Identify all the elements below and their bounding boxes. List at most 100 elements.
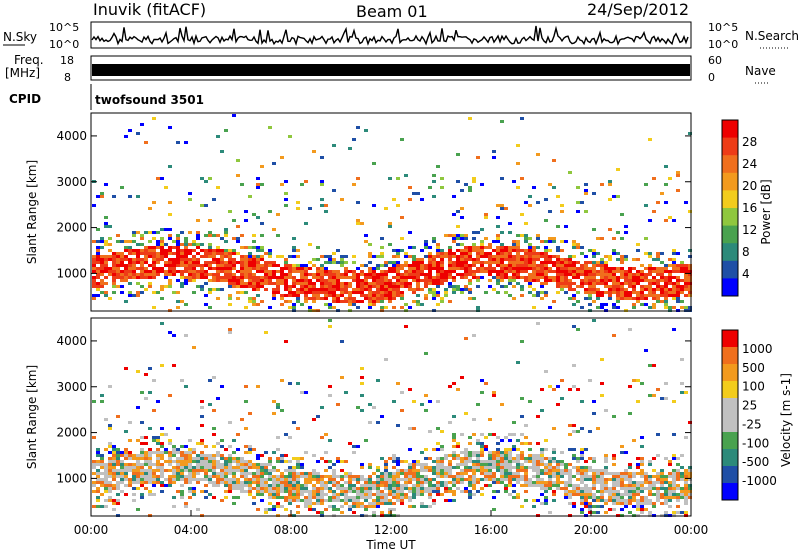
nave-tick-top: 60 xyxy=(708,54,722,67)
data-cell xyxy=(176,427,180,430)
data-cell xyxy=(468,282,472,285)
data-cell xyxy=(408,246,412,249)
data-cell xyxy=(652,487,656,490)
data-cell xyxy=(380,237,384,240)
data-cell xyxy=(668,279,672,282)
data-cell xyxy=(436,457,440,460)
data-cell xyxy=(608,499,612,502)
data-cell xyxy=(524,475,528,478)
data-cell xyxy=(468,466,472,469)
data-cell xyxy=(112,267,116,270)
data-cell xyxy=(352,496,356,499)
data-cell xyxy=(596,294,600,297)
data-cell xyxy=(352,291,356,294)
data-cell xyxy=(272,264,276,267)
data-cell xyxy=(416,475,420,478)
data-cell xyxy=(288,475,292,478)
data-cell xyxy=(128,249,132,252)
data-cell xyxy=(100,463,104,466)
data-cell xyxy=(168,228,172,231)
data-cell xyxy=(688,291,692,294)
data-cell xyxy=(652,306,656,309)
data-cell xyxy=(500,460,504,463)
data-cell xyxy=(244,484,248,487)
data-cell xyxy=(232,469,236,472)
data-cell xyxy=(328,276,332,279)
data-cell xyxy=(344,273,348,276)
data-cell xyxy=(108,424,112,427)
data-cell xyxy=(180,276,184,279)
x-tick-label: 16:00 xyxy=(474,523,509,537)
data-cell xyxy=(244,306,248,309)
data-cell xyxy=(568,288,572,291)
data-cell xyxy=(512,180,516,183)
data-cell xyxy=(340,511,344,514)
data-cell xyxy=(516,267,520,270)
data-cell xyxy=(360,478,364,481)
data-cell xyxy=(444,270,448,273)
freq-tick-bottom: 8 xyxy=(64,71,71,84)
x-tick-label: 00:00 xyxy=(674,523,709,537)
data-cell xyxy=(140,267,144,270)
data-cell xyxy=(604,409,608,412)
data-cell xyxy=(572,264,576,267)
data-cell xyxy=(468,258,472,261)
data-cell xyxy=(288,472,292,475)
data-cell xyxy=(556,249,560,252)
data-cell xyxy=(272,451,276,454)
data-cell xyxy=(528,237,532,240)
data-cell xyxy=(428,261,432,264)
data-cell xyxy=(448,300,452,303)
data-cell xyxy=(368,487,372,490)
data-cell xyxy=(276,288,280,291)
data-cell xyxy=(592,255,596,258)
data-cell xyxy=(312,297,316,300)
data-cell xyxy=(96,240,100,243)
data-cell xyxy=(376,255,380,258)
data-cell xyxy=(512,258,516,261)
data-cell xyxy=(344,487,348,490)
data-cell xyxy=(516,270,520,273)
data-cell xyxy=(100,505,104,508)
data-cell xyxy=(136,291,140,294)
data-cell xyxy=(272,508,276,511)
data-cell xyxy=(244,427,248,430)
data-cell xyxy=(632,493,636,496)
data-cell xyxy=(476,481,480,484)
data-cell xyxy=(328,319,332,322)
data-cell xyxy=(116,258,120,261)
data-cell xyxy=(608,267,612,270)
data-cell xyxy=(444,466,448,469)
data-cell xyxy=(544,252,548,255)
data-cell xyxy=(188,252,192,255)
data-cell xyxy=(568,463,572,466)
data-cell xyxy=(572,385,576,388)
data-cell xyxy=(280,481,284,484)
data-cell xyxy=(240,279,244,282)
data-cell xyxy=(668,481,672,484)
data-cell xyxy=(104,463,108,466)
data-cell xyxy=(464,183,468,186)
data-cell xyxy=(252,273,256,276)
data-cell xyxy=(648,219,652,222)
data-cell xyxy=(212,198,216,201)
data-cell xyxy=(320,270,324,273)
data-cell xyxy=(140,457,144,460)
data-cell xyxy=(380,484,384,487)
data-cell xyxy=(172,240,176,243)
data-cell xyxy=(640,460,644,463)
data-cell xyxy=(356,126,360,129)
data-cell xyxy=(104,291,108,294)
data-cell xyxy=(540,469,544,472)
data-cell xyxy=(96,252,100,255)
data-cell xyxy=(116,475,120,478)
data-cell xyxy=(376,466,380,469)
data-cell xyxy=(156,448,160,451)
data-cell xyxy=(452,439,456,442)
data-cell xyxy=(124,276,128,279)
data-cell xyxy=(132,487,136,490)
data-cell xyxy=(416,270,420,273)
data-cell xyxy=(136,132,140,135)
data-cell xyxy=(172,448,176,451)
data-cell xyxy=(436,264,440,267)
